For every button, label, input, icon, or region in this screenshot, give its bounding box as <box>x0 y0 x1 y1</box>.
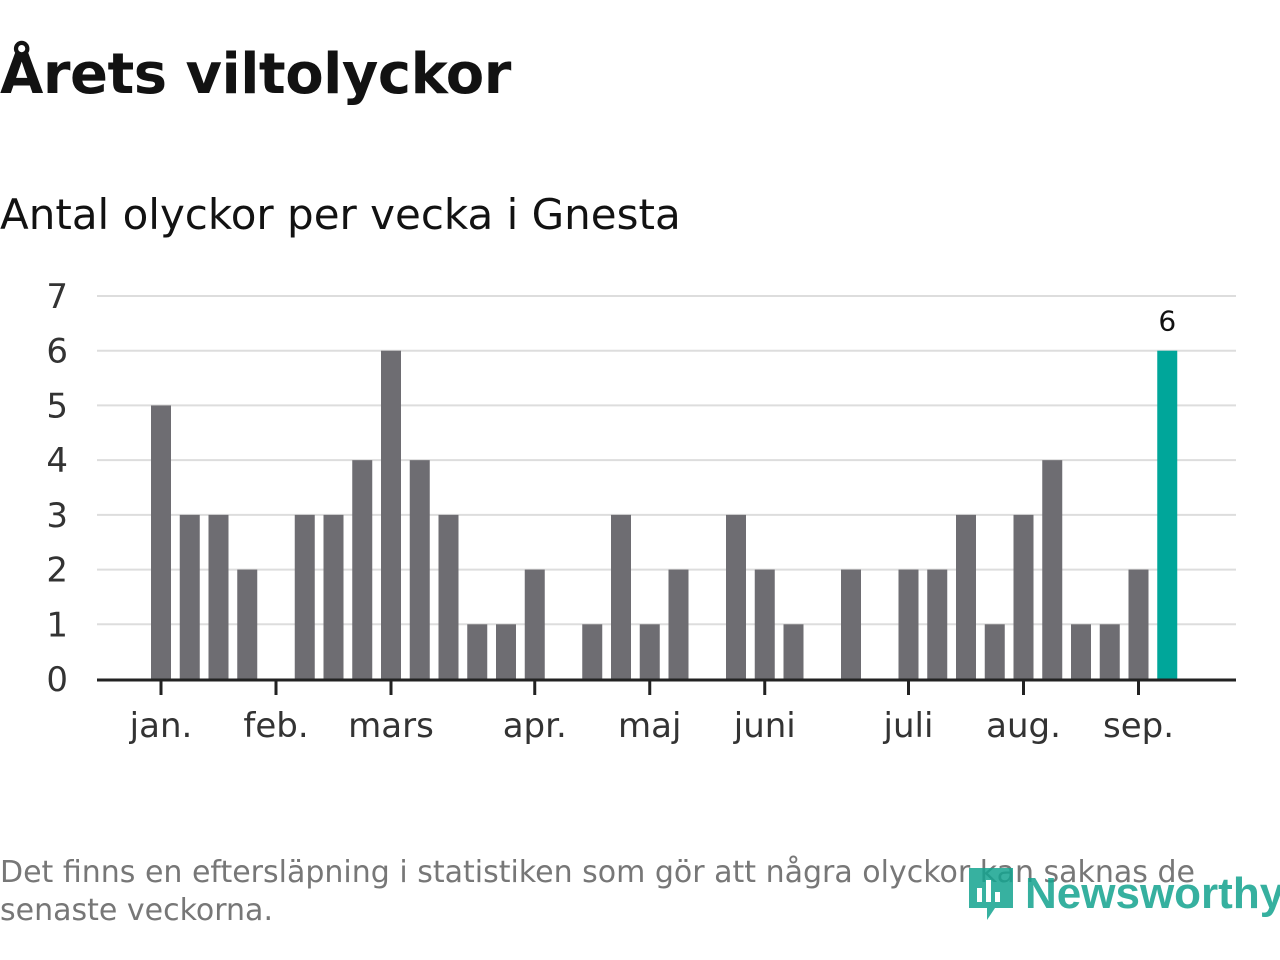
bar <box>898 569 919 679</box>
x-tick-label: feb. <box>243 706 308 746</box>
bar <box>323 514 344 679</box>
bar <box>1157 350 1178 679</box>
gridlines <box>97 295 1236 626</box>
bar <box>352 460 373 679</box>
chart-subtitle: Antal olyckor per vecka i Gnesta <box>0 190 681 239</box>
x-axis-ticks: jan. feb. mars apr. maj juni juli aug. sep. <box>129 680 1174 746</box>
bar <box>208 514 229 679</box>
y-tick-label: 5 <box>46 386 68 426</box>
bar <box>841 569 861 679</box>
bar <box>956 514 976 679</box>
bar <box>438 514 459 679</box>
y-tick-label: 3 <box>46 496 68 536</box>
bar <box>754 569 775 679</box>
newsworthy-logo: Newsworthy <box>965 862 1280 926</box>
x-tick-label: juli <box>883 706 934 746</box>
chart-title: Årets viltolyckor <box>0 42 511 107</box>
y-tick-label: 0 <box>46 660 68 700</box>
bar <box>524 569 545 679</box>
x-tick-label: sep. <box>1103 706 1174 746</box>
bar <box>1042 460 1063 679</box>
x-tick-label: mars <box>348 706 434 746</box>
y-tick-label: 2 <box>46 551 68 591</box>
bar <box>237 569 258 679</box>
bar <box>381 350 401 679</box>
y-tick-label: 6 <box>46 332 68 372</box>
bars <box>151 350 1178 679</box>
y-tick-label: 4 <box>46 441 68 481</box>
bar <box>496 624 516 679</box>
bar <box>467 624 488 679</box>
bar <box>1071 624 1091 679</box>
bar <box>639 624 660 679</box>
y-tick-label: 7 <box>46 277 68 317</box>
y-axis-ticks: 0 1 2 3 4 5 6 7 <box>46 277 68 700</box>
bar <box>783 624 804 679</box>
bar <box>611 514 631 679</box>
bar <box>726 514 746 679</box>
y-tick-label: 1 <box>46 605 68 645</box>
bar <box>984 624 1005 679</box>
x-tick-label: maj <box>618 706 681 746</box>
bar <box>1099 624 1120 679</box>
bar <box>668 569 689 679</box>
bar <box>179 514 200 679</box>
bar <box>294 514 315 679</box>
bar <box>927 569 948 679</box>
bar-chart: 0 1 2 3 4 5 6 7 jan. feb. mars apr. maj juni juli aug.… <box>46 277 1236 746</box>
bar <box>1128 569 1149 679</box>
data-labels: 6 <box>1158 305 1176 338</box>
highlight-data-label: 6 <box>1158 305 1176 338</box>
bar <box>1013 514 1034 679</box>
newsworthy-logo-text: Newsworthy <box>1025 869 1280 918</box>
newsworthy-logo-icon <box>969 868 1013 920</box>
x-tick-label: juni <box>733 706 796 746</box>
bar <box>409 460 430 679</box>
bar <box>582 624 603 679</box>
bar <box>151 405 171 679</box>
x-tick-label: jan. <box>129 706 193 746</box>
x-tick-label: aug. <box>986 706 1061 746</box>
x-tick-label: apr. <box>503 706 567 746</box>
